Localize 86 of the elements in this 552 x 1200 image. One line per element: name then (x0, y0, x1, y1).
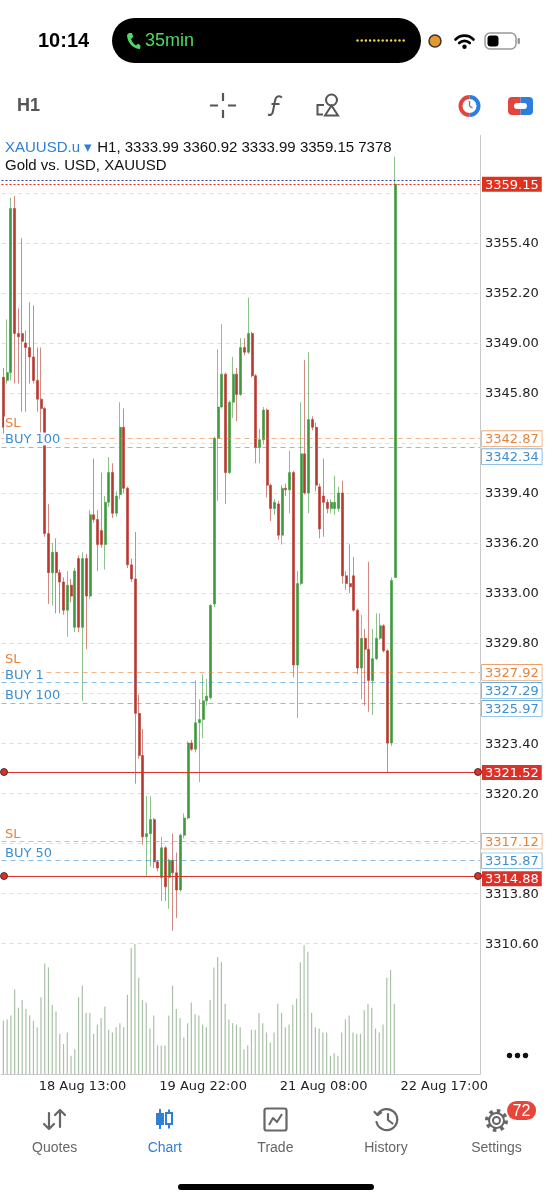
y-tick-label: 3339.40 (485, 485, 539, 501)
y-tick-label: 3345.80 (485, 385, 539, 401)
text: 35min (145, 30, 195, 51)
text: History (364, 1139, 408, 1156)
annotation: SL (5, 650, 22, 666)
candlestick (360, 614, 363, 700)
candlestick (13, 195, 16, 384)
candlestick (89, 509, 92, 600)
ref-line-label: 3315.87 (485, 853, 539, 869)
candlestick (73, 567, 76, 633)
candlestick (235, 367, 238, 422)
candlestick (390, 577, 393, 747)
x-tick-label: 18 Aug 13:00 (38, 1078, 127, 1094)
candlestick (81, 552, 84, 702)
candlestick (284, 483, 287, 497)
ref-line-label: 3359.15 (485, 176, 539, 192)
candlestick (333, 475, 336, 516)
x-tick-label: 22 Aug 17:00 (400, 1078, 489, 1094)
candlestick (111, 462, 114, 519)
candlestick (273, 498, 276, 516)
candlestick (66, 570, 69, 638)
annotation: BUY 50 (5, 845, 53, 861)
candlestick (303, 359, 306, 495)
candlestick (243, 337, 246, 356)
y-tick-label: 3333.00 (485, 585, 539, 601)
candlestick (168, 858, 171, 910)
x-tick-label: 19 Aug 22:00 (159, 1078, 247, 1094)
annotation: BUY 100 (5, 687, 61, 703)
y-tick-label: 3355.40 (485, 235, 539, 251)
chart-title: XAUUSD.u ▾ (5, 138, 93, 155)
ref-line-label: 3342.87 (485, 431, 539, 447)
candlestick (160, 836, 163, 902)
candlestick (224, 372, 227, 505)
y-tick-label: 3352.20 (485, 285, 539, 301)
text: Gold vs. USD, XAUUSD (5, 156, 167, 173)
annotation: BUY 1 (5, 666, 44, 682)
candlestick (134, 531, 137, 784)
candlestick (190, 739, 193, 752)
candlestick (145, 795, 148, 877)
ref-line-label: 3325.97 (485, 700, 539, 716)
annotation: SL (5, 415, 22, 431)
text: Chart (147, 1139, 182, 1156)
text: H1 (17, 95, 41, 116)
ref-line-label: 3314.88 (485, 871, 539, 887)
candlestick (288, 450, 291, 514)
candlestick (55, 537, 58, 614)
text: Trade (257, 1139, 294, 1156)
ref-line-label: 3321.52 (485, 764, 539, 780)
candlestick (164, 845, 167, 902)
y-tick-label: 3349.00 (485, 335, 539, 351)
candlestick (2, 367, 5, 434)
text: 10:14 (38, 29, 90, 52)
y-tick-label: 3313.80 (485, 885, 539, 901)
candlestick (292, 470, 295, 678)
y-tick-label: 3310.60 (485, 935, 539, 951)
candlestick (394, 156, 397, 578)
text: Quotes (32, 1139, 78, 1156)
y-tick-label: 3336.20 (485, 535, 539, 551)
ref-line-label: 3327.92 (485, 664, 539, 680)
candlestick (277, 500, 280, 541)
x-tick-label: 21 Aug 08:00 (279, 1078, 368, 1094)
annotation: SL (5, 825, 22, 841)
annotation: H1, 3333.99 3360.92 3333.99 3359.15 7378 (97, 138, 392, 155)
y-tick-label: 3329.80 (485, 635, 539, 651)
candlestick (239, 337, 242, 397)
candlestick (21, 237, 24, 412)
candlestick (247, 297, 250, 355)
candlestick (77, 555, 80, 633)
candlestick (307, 351, 310, 514)
ref-line-label: 3317.12 (485, 833, 539, 849)
candlestick (70, 578, 73, 603)
candlestick (281, 484, 284, 545)
candlestick (9, 197, 12, 381)
text: Settings (471, 1139, 522, 1156)
candlestick (322, 458, 325, 538)
y-tick-label: 3323.40 (485, 735, 539, 751)
candlestick (153, 817, 156, 869)
annotation: BUY 100 (5, 431, 61, 447)
ref-line-label: 3327.29 (485, 682, 539, 698)
candlestick (85, 553, 88, 650)
candlestick (51, 542, 54, 606)
ref-line-label: 3342.34 (485, 449, 539, 465)
y-tick-label: 3320.20 (485, 785, 539, 801)
badge: 72 (506, 1101, 537, 1120)
candlestick (171, 833, 174, 931)
candlestick (367, 561, 370, 713)
